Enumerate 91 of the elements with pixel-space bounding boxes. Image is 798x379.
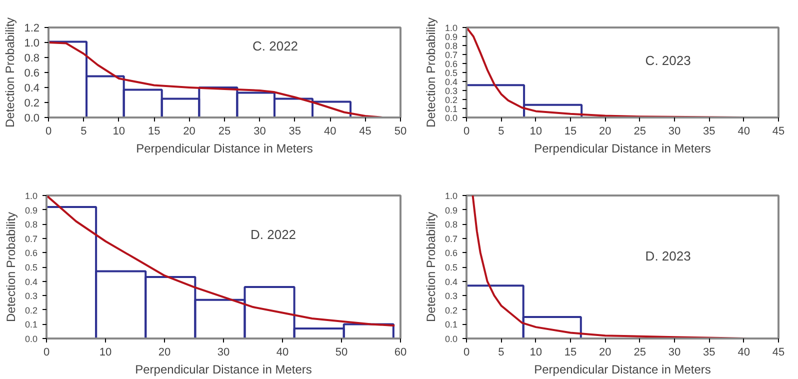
x-tick-label: 35: [288, 126, 302, 138]
line-series: [46, 196, 396, 327]
x-axis-title: Perpendicular Distance in Meters: [135, 362, 312, 376]
x-tick-label: 20: [599, 126, 612, 138]
y-tick-label: 0.2: [444, 95, 458, 105]
y-axis-title: Detection Probability: [4, 212, 18, 322]
text: D. 2022: [250, 227, 296, 242]
y-tick-label: 0.2: [24, 305, 38, 316]
y-tick-label: 0.5: [444, 68, 458, 78]
y-tick-label: 1.0: [444, 191, 458, 201]
y-tick-label: 1.0: [24, 38, 40, 50]
x-tick-label: 25: [634, 346, 646, 358]
y-tick-label: 0.9: [444, 205, 458, 216]
y-axis-title: Detection Probability: [424, 212, 438, 322]
y-tick-label: 1.0: [24, 191, 38, 201]
y-tick-label: 0.8: [444, 41, 458, 51]
x-tick-label: 30: [668, 126, 681, 138]
x-tick-label: 40: [738, 346, 750, 358]
y-tick-label: 0.3: [24, 291, 38, 302]
x-tick-label: 35: [703, 126, 716, 138]
y-tick-label: 0.4: [24, 276, 38, 287]
x-tick-label: 20: [158, 346, 171, 358]
y-tick-label: 0.5: [444, 262, 458, 272]
x-axis-title: Perpendicular Distance in Meters: [534, 142, 711, 156]
x-tick-label: 45: [772, 346, 785, 358]
y-axis-title: Detection Probability: [424, 17, 438, 128]
text: C. 2023: [645, 52, 691, 68]
y-tick-label: 0.9: [24, 205, 38, 216]
x-tick-label: 25: [218, 126, 231, 138]
y-tick-label: 0.8: [24, 52, 40, 64]
y-tick-label: 0.4: [444, 276, 458, 287]
x-tick-label: 30: [668, 346, 681, 358]
y-tick-label: 0.8: [444, 220, 458, 230]
y-tick-label: 0.6: [444, 248, 458, 258]
x-axis-title: Perpendicular Distance in Meters: [534, 362, 711, 376]
x-tick-label: 40: [324, 126, 336, 138]
x-tick-label: 25: [634, 126, 646, 138]
x-tick-label: 40: [276, 346, 289, 358]
x-tick-label: 20: [183, 126, 196, 138]
y-tick-label: 0.6: [444, 59, 458, 69]
y-tick-label: 0.1: [444, 104, 458, 114]
x-tick-label: 5: [80, 126, 87, 138]
y-tick-label: 0.0: [444, 334, 458, 344]
y-tick-label: 0.7: [444, 50, 458, 60]
y-tick-label: 0.0: [24, 112, 40, 124]
y-tick-label: 1.0: [444, 23, 458, 33]
y-tick-label: 0.1: [444, 320, 458, 330]
y-tick-label: 0.5: [24, 262, 38, 272]
x-tick-label: 10: [99, 346, 112, 358]
y-tick-label: 0.6: [24, 68, 40, 80]
x-tick-label: 50: [335, 346, 348, 358]
y-axis-title: Detection Probability: [3, 17, 18, 128]
y-tick-label: 0.3: [444, 291, 458, 302]
y-tick-label: 0.7: [444, 234, 458, 244]
y-tick-label: 0.2: [444, 305, 458, 316]
x-tick-label: 10: [530, 346, 542, 358]
y-tick-label: 0.4: [24, 82, 40, 94]
x-tick-label: 40: [738, 126, 750, 138]
x-tick-label: 5: [498, 126, 504, 138]
x-tick-label: 30: [254, 126, 266, 138]
x-tick-label: 5: [498, 346, 504, 358]
x-tick-label: 0: [463, 126, 470, 138]
x-tick-label: 10: [112, 126, 126, 138]
y-tick-label: 0.8: [24, 220, 38, 230]
x-tick-label: 15: [148, 126, 160, 138]
y-tick-label: 0.1: [24, 320, 38, 330]
y-tick-label: 0.7: [24, 234, 38, 244]
x-tick-label: 15: [564, 126, 577, 138]
x-tick-label: 20: [599, 346, 612, 358]
x-tick-label: 45: [359, 126, 372, 138]
x-tick-label: 60: [394, 346, 407, 358]
y-tick-label: 1.2: [24, 22, 40, 34]
x-tick-label: 35: [703, 346, 716, 358]
y-tick-label: 0.3: [444, 86, 458, 96]
x-tick-label: 30: [217, 346, 230, 358]
x-tick-label: 0: [45, 126, 52, 138]
y-tick-label: 0.6: [24, 248, 38, 258]
x-tick-label: 50: [394, 126, 407, 138]
x-tick-label: 0: [463, 346, 470, 358]
x-tick-label: 10: [530, 126, 542, 138]
text: C. 2022: [252, 38, 298, 54]
x-tick-label: 15: [564, 346, 577, 358]
y-tick-label: 0.4: [444, 77, 458, 87]
x-axis-title: Perpendicular Distance in Meters: [136, 142, 313, 156]
y-tick-label: 0.2: [24, 98, 40, 110]
x-tick-label: 45: [772, 126, 785, 138]
text: D. 2023: [645, 248, 691, 264]
x-tick-label: 0: [43, 346, 50, 358]
y-tick-label: 0.0: [444, 113, 458, 123]
y-tick-label: 0.9: [444, 32, 458, 42]
y-tick-label: 0.0: [24, 334, 38, 344]
